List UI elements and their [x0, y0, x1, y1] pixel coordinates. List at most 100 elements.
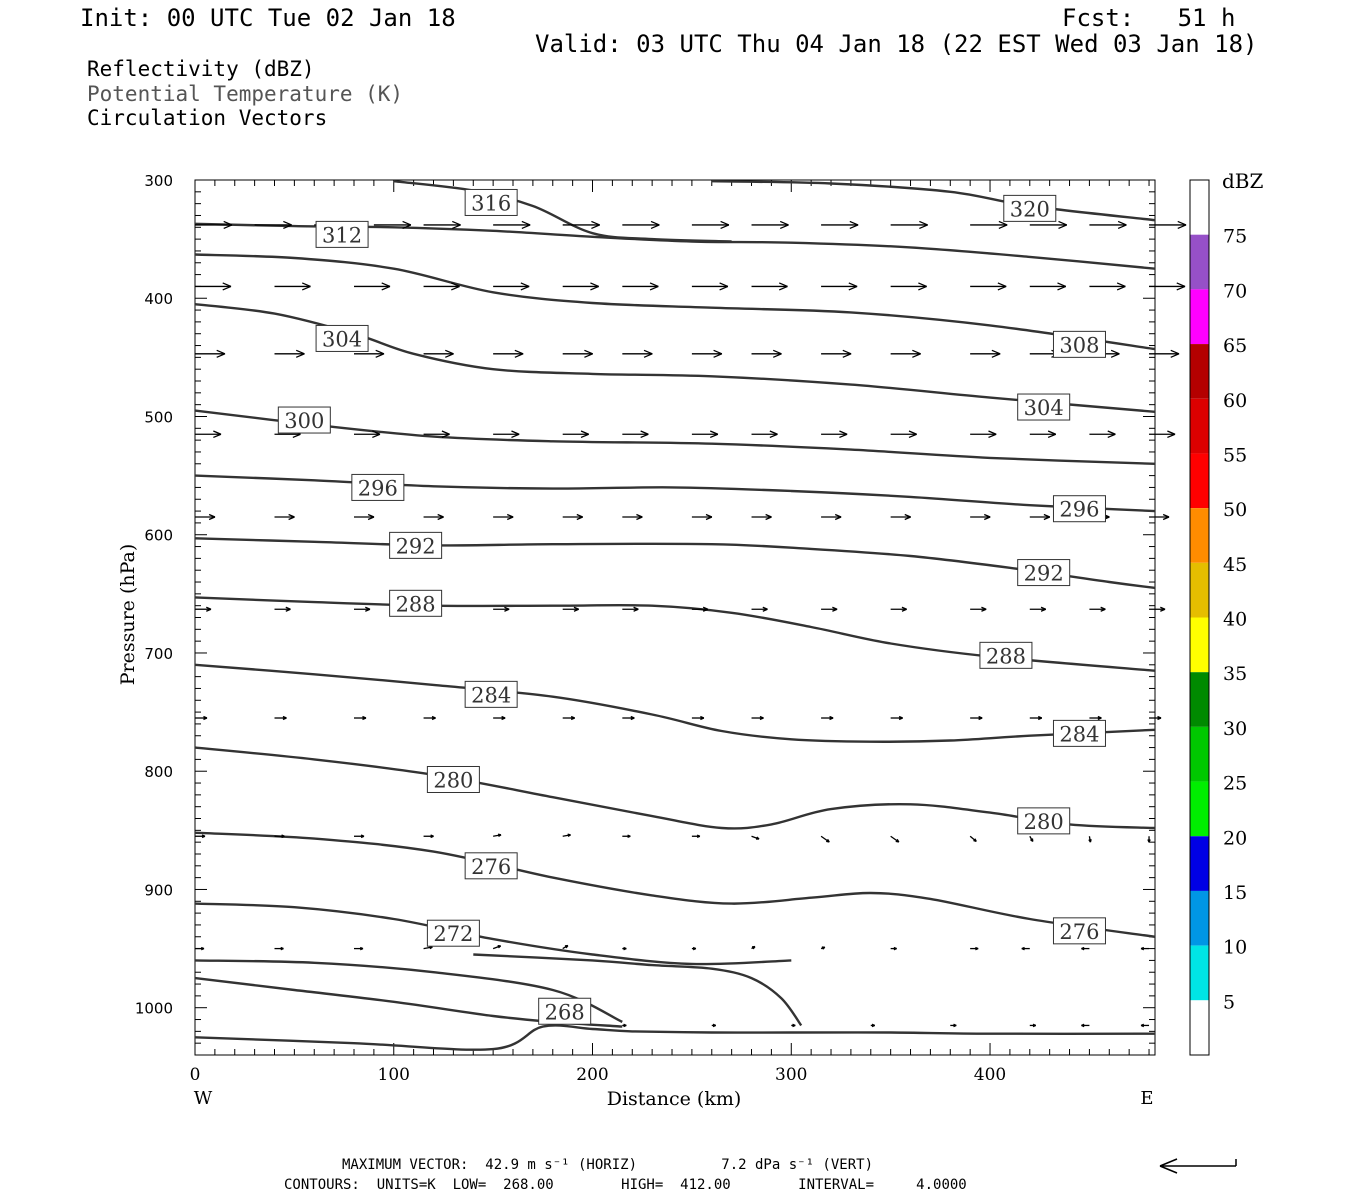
- colorbar-level-label: 75: [1223, 226, 1247, 248]
- vector-arrow: [751, 835, 760, 840]
- vector-arrow: [195, 430, 222, 439]
- vector-arrow: [691, 606, 709, 612]
- contour-line: [194, 474, 1156, 513]
- colorbar-level-label: 50: [1223, 499, 1247, 521]
- vector-arrow: [493, 715, 506, 721]
- x-end-label-west: W: [194, 1088, 213, 1109]
- vector-arrow: [622, 834, 631, 839]
- y-tick-label: 800: [144, 763, 173, 781]
- colorbar-segment: [1190, 1000, 1209, 1055]
- contour-info: CONTOURS: UNITS=K LOW= 268.00 HIGH= 412.…: [284, 1177, 967, 1193]
- vector-arrow: [751, 349, 782, 358]
- vector-arrow: [195, 834, 206, 839]
- vector-arrow: [354, 349, 385, 358]
- vector-arrow: [1149, 430, 1176, 439]
- vector-arrow: [1029, 1023, 1037, 1028]
- y-tick-label: 700: [144, 645, 173, 663]
- contour-label: 304: [315, 324, 369, 352]
- vector-arrow: [1089, 715, 1102, 721]
- colorbar-level-label: 5: [1223, 991, 1235, 1013]
- contour-label: 276: [464, 852, 518, 880]
- colorbar-segment: [1190, 398, 1209, 454]
- x-axis-title: Distance (km): [607, 1088, 742, 1110]
- vector-arrow: [622, 715, 635, 721]
- vector-arrow: [890, 513, 911, 521]
- vector-arrow: [354, 715, 367, 721]
- vector-arrow: [562, 944, 569, 950]
- vector-arrow: [195, 220, 233, 230]
- vector-arrow: [691, 513, 713, 521]
- vector-arrow: [1149, 606, 1166, 612]
- vector-arrow: [622, 513, 643, 521]
- vector-arrow: [821, 220, 859, 230]
- contour-label-text: 268: [545, 1000, 585, 1024]
- contour-label: 272: [426, 919, 480, 947]
- vector-arrow: [970, 946, 979, 951]
- vector-arrow: [890, 349, 921, 358]
- y-tick-label: 500: [144, 408, 173, 426]
- contour-line: [194, 959, 623, 1023]
- contour-line: [194, 537, 1156, 590]
- vector-arrow: [1149, 349, 1180, 358]
- vector-arrow: [751, 513, 772, 521]
- contour-label: 320: [1003, 194, 1057, 222]
- vector-arrow: [1081, 946, 1090, 951]
- vector-arrow: [1089, 430, 1116, 439]
- vector-arrow: [493, 349, 524, 358]
- vector-arrow: [970, 220, 1008, 230]
- vector-arrow: [274, 946, 284, 951]
- axis-ticks: [194, 179, 1155, 1056]
- contour-label: 280: [426, 765, 480, 793]
- contour-label: 292: [389, 531, 443, 559]
- vector-arrow: [195, 282, 232, 291]
- vector-arrow: [195, 715, 208, 721]
- vector-arrow: [493, 430, 520, 439]
- contour-label-text: 292: [396, 534, 436, 558]
- contour-label-text: 276: [1059, 920, 1099, 944]
- colorbar-level-label: 25: [1223, 773, 1247, 795]
- vector-arrow: [493, 513, 514, 521]
- field-potential-temperature: Potential Temperature (K): [87, 82, 404, 106]
- vector-arrow: [751, 430, 778, 439]
- vector-arrow: [691, 834, 701, 839]
- contour-label-text: 304: [322, 327, 362, 351]
- vector-arrow: [1140, 1023, 1150, 1028]
- colorbar-segment: [1190, 781, 1209, 837]
- vector-arrow: [423, 715, 436, 721]
- contour-label: 288: [979, 641, 1033, 669]
- vector-arrow: [890, 282, 927, 291]
- vector-arrow: [890, 430, 917, 439]
- vector-arrow: [970, 349, 1001, 358]
- vector-arrow: [493, 220, 531, 230]
- vector-arrow: [354, 282, 391, 291]
- contour-labels: 268 272 276 276 280 280 284 284 288 288 292 292 296 2…: [277, 188, 1106, 1025]
- field-circulation-vectors: Circulation Vectors: [87, 106, 328, 130]
- contour-line: [194, 253, 1156, 351]
- y-tick-label: 400: [144, 290, 173, 308]
- vector-arrow: [890, 946, 897, 951]
- vector-arrow: [562, 833, 571, 838]
- vector-arrow: [970, 715, 983, 721]
- vector-arrow: [423, 430, 450, 439]
- vector-arrow: [890, 835, 900, 843]
- vector-arrow: [1089, 606, 1106, 612]
- vector-arrow: [622, 349, 653, 358]
- x-tick-label: 400: [974, 1065, 1006, 1085]
- vector-arrow: [970, 606, 987, 612]
- contour-label: 284: [1052, 719, 1106, 747]
- x-tick-label: 200: [576, 1065, 608, 1085]
- vector-arrow: [691, 430, 719, 439]
- vector-arrow: [274, 715, 287, 721]
- vector-arrow: [890, 715, 903, 721]
- vector-arrow: [493, 282, 530, 291]
- vector-arrow: [1149, 513, 1170, 521]
- contour-label: 268: [538, 997, 592, 1025]
- contour-line: [393, 180, 732, 243]
- contour-label-text: 312: [322, 223, 362, 247]
- colorbar-level-label: 45: [1223, 554, 1247, 576]
- contour-label: 304: [1017, 393, 1071, 421]
- contour-label-text: 284: [471, 683, 511, 707]
- vector-arrow: [1021, 946, 1030, 951]
- vector-arrow: [691, 715, 705, 721]
- vector-arrow: [691, 946, 697, 951]
